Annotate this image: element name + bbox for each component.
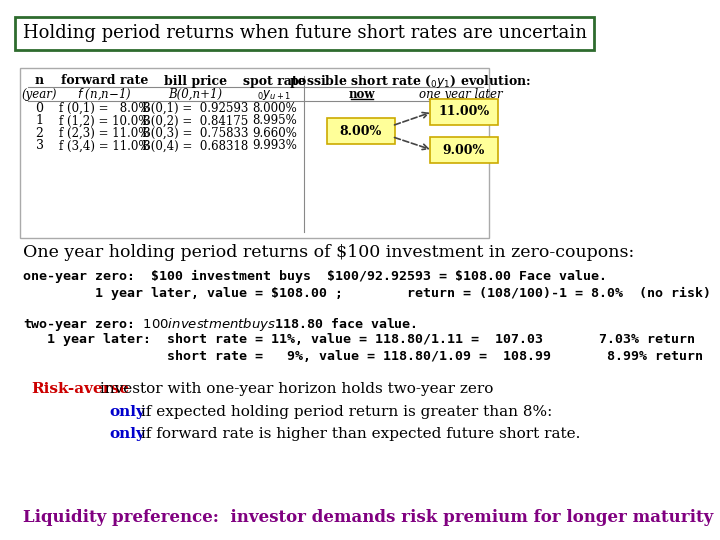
Text: n: n <box>35 75 44 87</box>
Text: f (1,2) = 10.0%: f (1,2) = 10.0% <box>60 114 150 127</box>
Text: B(0,3) =  0.75833: B(0,3) = 0.75833 <box>142 127 248 140</box>
Text: 1: 1 <box>35 114 44 127</box>
Text: 8.000%: 8.000% <box>252 102 297 114</box>
Text: 1 year later:  short rate = 11%, value = 118.80/1.11 =  107.03       7.03% retur: 1 year later: short rate = 11%, value = … <box>22 333 695 346</box>
Text: Holding period returns when future short rates are uncertain: Holding period returns when future short… <box>22 24 587 42</box>
Text: 2: 2 <box>36 127 43 140</box>
Text: only: only <box>109 427 145 441</box>
Text: 0: 0 <box>35 102 44 114</box>
Text: two-year zero: $100 investment buys $118.80 face value.: two-year zero: $100 investment buys $118… <box>22 316 417 333</box>
Text: forward rate: forward rate <box>61 75 148 87</box>
FancyBboxPatch shape <box>327 118 395 144</box>
Text: bill price: bill price <box>163 75 227 87</box>
Text: f (0,1) =   8.0%: f (0,1) = 8.0% <box>59 102 150 114</box>
Text: possible short rate ($_{0}y_1$) evolution:: possible short rate ($_{0}y_1$) evolutio… <box>289 72 531 90</box>
FancyBboxPatch shape <box>430 137 498 163</box>
Text: f (3,4) = 11.0%: f (3,4) = 11.0% <box>59 139 150 152</box>
FancyBboxPatch shape <box>430 99 498 125</box>
Text: Risk-averse: Risk-averse <box>31 382 129 396</box>
Text: 1 year later, value = $108.00 ;        return = (108/100)-1 = 8.0%  (no risk): 1 year later, value = $108.00 ; return =… <box>22 287 711 300</box>
Text: 8.995%: 8.995% <box>252 114 297 127</box>
Text: f (2,3) = 11.0%: f (2,3) = 11.0% <box>60 127 150 140</box>
Text: B(0,2) =  0.84175: B(0,2) = 0.84175 <box>142 114 248 127</box>
Text: B(0,1) =  0.92593: B(0,1) = 0.92593 <box>142 102 248 114</box>
FancyBboxPatch shape <box>19 68 489 238</box>
Text: investor with one-year horizon holds two-year zero: investor with one-year horizon holds two… <box>95 382 493 396</box>
Text: only: only <box>109 405 145 419</box>
Text: One year holding period returns of $100 investment in zero-coupons:: One year holding period returns of $100 … <box>22 244 634 261</box>
Text: 11.00%: 11.00% <box>438 105 489 118</box>
Text: one-year zero:  $100 investment buys  $100/92.92593 = $108.00 Face value.: one-year zero: $100 investment buys $100… <box>22 270 607 283</box>
Text: if forward rate is higher than expected future short rate.: if forward rate is higher than expected … <box>135 427 580 441</box>
Text: spot rate: spot rate <box>243 75 305 87</box>
Text: 8.00%: 8.00% <box>340 125 382 138</box>
Text: Liquidity preference:  investor demands risk premium for longer maturity: Liquidity preference: investor demands r… <box>22 509 713 525</box>
Text: now: now <box>348 88 375 101</box>
Text: 9.660%: 9.660% <box>252 127 297 140</box>
Text: $_0y_{u+1}$: $_0y_{u+1}$ <box>257 87 292 102</box>
Text: (year): (year) <box>22 88 58 101</box>
Text: 3: 3 <box>35 139 44 152</box>
Text: short rate =   9%, value = 118.80/1.09 =  108.99       8.99% return: short rate = 9%, value = 118.80/1.09 = 1… <box>22 350 703 363</box>
Text: one year later: one year later <box>419 88 503 101</box>
Text: B(0,4) =  0.68318: B(0,4) = 0.68318 <box>142 139 248 152</box>
Text: 9.993%: 9.993% <box>252 139 297 152</box>
Text: 9.00%: 9.00% <box>443 144 485 157</box>
Text: $f$ (n,n$-$1): $f$ (n,n$-$1) <box>77 87 132 102</box>
Text: B(0,n+1): B(0,n+1) <box>168 88 222 101</box>
Text: if expected holding period return is greater than 8%:: if expected holding period return is gre… <box>135 405 552 419</box>
